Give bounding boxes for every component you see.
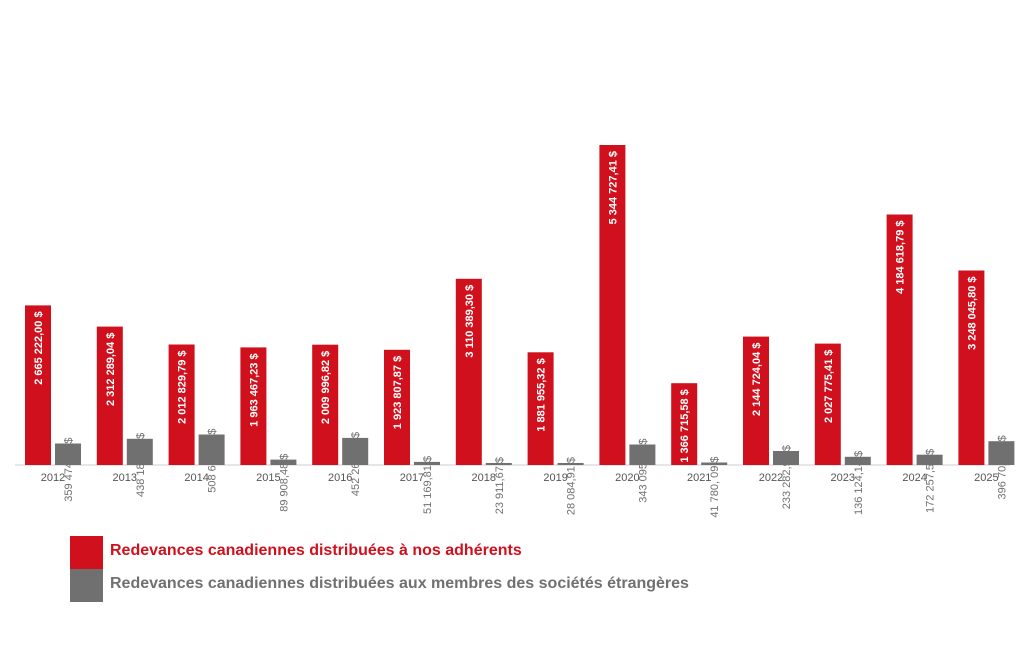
value-label-adherents-2016: 2 009 996,82 $ [320, 351, 332, 424]
bar-adherents-2025 [958, 270, 985, 465]
bar-adherents-2023 [814, 343, 841, 465]
bar-etrangeres-2022 [773, 451, 799, 465]
value-label-etrangeres-2015: 89 908,48 $ [278, 454, 290, 512]
bar-etrangeres-2017 [414, 461, 440, 465]
bar-etrangeres-2016 [342, 437, 369, 465]
value-label-etrangeres-2012: 359 474,00 $ [63, 438, 75, 502]
x-tick-label-2023: 2023 [831, 472, 855, 484]
bar-etrangeres-2023 [844, 456, 871, 465]
value-label-adherents-2015: 1 963 467,23 $ [248, 353, 260, 426]
value-label-etrangeres-2022: 233 282,96 $ [781, 445, 793, 509]
bar-adherents-2016 [312, 344, 339, 465]
bar-adherents-2024 [886, 214, 913, 465]
value-label-etrangeres-2013: 438 185,64 $ [135, 433, 147, 497]
value-label-etrangeres-2016: 452 268,58 $ [350, 432, 362, 496]
x-tick-label-2015: 2015 [256, 472, 280, 484]
bar-etrangeres-2024 [916, 454, 943, 465]
x-tick-label-2013: 2013 [113, 472, 137, 484]
value-label-adherents-2021: 1 366 715,58 $ [679, 389, 691, 462]
bars-group [25, 145, 1015, 465]
bar-adherents-2020 [599, 145, 626, 465]
bar-etrangeres-2020 [629, 444, 656, 465]
value-label-etrangeres-2025: 396 702,60 $ [996, 435, 1008, 499]
value-label-etrangeres-2017: 51 169,81 $ [422, 456, 434, 514]
bar-adherents-2012 [25, 305, 51, 465]
x-tick-labels-group: 2012 2013 2014 2015 2016 2017 2018 2019 2020 2021… [41, 472, 999, 484]
x-tick-label-2022: 2022 [759, 472, 783, 484]
bar-etrangeres-2018 [485, 463, 512, 465]
value-label-etrangeres-2019: 28 084,91 $ [566, 457, 578, 515]
bar-etrangeres-2014 [198, 434, 225, 465]
x-tick-label-2018: 2018 [472, 472, 496, 484]
bar-adherents-2013 [96, 326, 123, 465]
bar-adherents-2017 [384, 349, 410, 465]
x-tick-label-2025: 2025 [974, 472, 998, 484]
bar-etrangeres-2025 [988, 441, 1015, 465]
value-label-etrangeres-2024: 172 257,56 $ [925, 449, 937, 513]
bar-adherents-2019 [527, 352, 554, 465]
bar-adherents-2018 [455, 278, 482, 465]
value-label-adherents-2022: 2 144 724,04 $ [751, 343, 763, 416]
x-tick-label-2012: 2012 [41, 472, 65, 484]
legend-item-etrangeres: Redevances canadiennes distribuées aux m… [70, 569, 770, 603]
value-labels-group: 2 665 222,00 $ 359 474,00 $ 2 312 289,04 $… [33, 151, 1008, 518]
x-tick-label-2019: 2019 [543, 472, 567, 484]
value-label-etrangeres-2023: 136 124,14 $ [853, 451, 865, 515]
x-tick-label-2024: 2024 [902, 472, 926, 484]
value-label-etrangeres-2014: 508 629,96 $ [207, 429, 219, 493]
bar-adherents-2015 [240, 347, 267, 465]
bar-etrangeres-2013 [126, 438, 153, 465]
bar-etrangeres-2012 [55, 443, 81, 465]
bar-adherents-2014 [168, 344, 195, 465]
value-label-etrangeres-2021: 41 780, 09 $ [709, 457, 721, 518]
x-tick-label-2016: 2016 [328, 472, 352, 484]
legend-label-etrangeres: Redevances canadiennes distribuées aux m… [110, 575, 689, 592]
value-label-adherents-2023: 2 027 775,41 $ [823, 350, 835, 423]
x-tick-label-2017: 2017 [400, 472, 424, 484]
x-tick-label-2020: 2020 [615, 472, 639, 484]
legend-swatch-adherents [70, 536, 103, 569]
bar-etrangeres-2021 [701, 462, 728, 465]
legend-swatch-etrangeres [70, 569, 103, 602]
value-label-adherents-2018: 3 110 389,30 $ [464, 285, 476, 358]
bar-etrangeres-2015 [270, 459, 297, 465]
value-label-adherents-2024: 4 184 618,79 $ [895, 221, 907, 294]
value-label-adherents-2025: 3 248 045,80 $ [966, 277, 978, 350]
value-label-adherents-2020: 5 344 727,41 $ [607, 151, 619, 224]
value-label-adherents-2013: 2 312 289,04 $ [105, 333, 117, 406]
x-tick-label-2014: 2014 [184, 472, 208, 484]
value-label-adherents-2014: 2 012 829,79 $ [177, 351, 189, 424]
value-label-adherents-2019: 1 881 955,32 $ [536, 358, 548, 431]
legend-label-adherents: Redevances canadiennes distribuées à nos… [110, 542, 522, 559]
bar-adherents-2021 [671, 383, 698, 465]
value-label-etrangeres-2020: 343 095,12 $ [637, 439, 649, 503]
value-label-adherents-2012: 2 665 222,00 $ [33, 311, 45, 384]
bar-adherents-2022 [743, 336, 769, 465]
x-tick-label-2021: 2021 [687, 472, 711, 484]
value-label-adherents-2017: 1 923 807,87 $ [392, 356, 404, 429]
bar-etrangeres-2019 [557, 463, 584, 465]
legend-item-adherents: Redevances canadiennes distribuées à nos… [70, 536, 770, 570]
value-label-etrangeres-2018: 23 911,67 $ [494, 457, 506, 514]
